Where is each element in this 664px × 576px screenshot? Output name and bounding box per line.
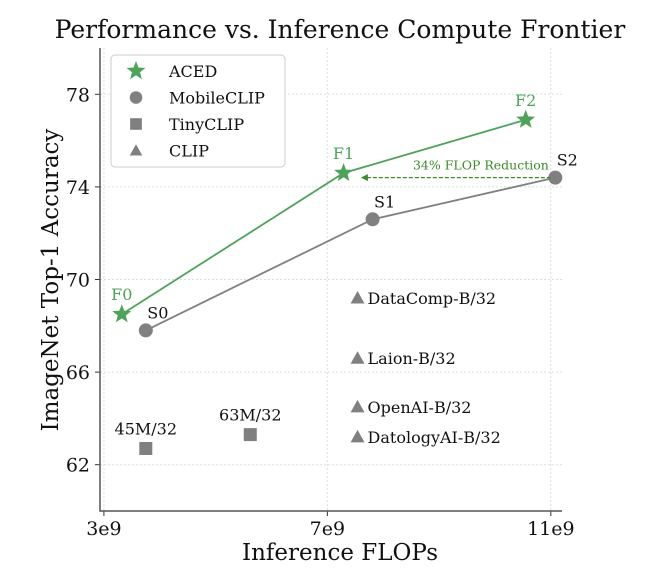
clip-point xyxy=(350,291,365,304)
y-tick-label: 70 xyxy=(66,270,90,292)
mobileclip-point xyxy=(138,323,153,338)
aced-point xyxy=(334,163,354,182)
chart-title: Performance vs. Inference Compute Fronti… xyxy=(55,15,626,44)
legend-label: CLIP xyxy=(169,142,209,161)
annotation-text: 34% FLOP Reduction xyxy=(413,158,549,173)
tinyclip-point xyxy=(243,428,257,442)
clip-point xyxy=(350,429,365,443)
mobileclip-point-label: S1 xyxy=(374,192,395,211)
tinyclip-point-label: 45M/32 xyxy=(115,419,178,438)
x-tick-label: 7e9 xyxy=(310,518,345,540)
legend-label: ACED xyxy=(168,62,217,81)
clip-point-label: DataComp-B/32 xyxy=(368,289,497,308)
aced-point-label: F1 xyxy=(333,144,354,163)
tinyclip-point-label: 63M/32 xyxy=(219,406,282,425)
arrowhead-icon xyxy=(360,174,368,182)
legend-box xyxy=(110,54,286,168)
legend-label: MobileCLIP xyxy=(169,89,265,108)
mobileclip-point-label: S2 xyxy=(557,151,578,170)
y-tick-label: 78 xyxy=(66,84,90,106)
clip-point xyxy=(350,351,365,364)
x-tick-label: 3e9 xyxy=(86,518,121,540)
aced-point xyxy=(112,304,132,323)
y-tick-label: 74 xyxy=(66,177,90,199)
aced-point xyxy=(516,109,536,128)
x-tick-label: 11e9 xyxy=(527,518,575,540)
y-tick-label: 62 xyxy=(66,455,90,477)
aced-legend-icon xyxy=(126,61,146,80)
tinyclip-legend-icon xyxy=(130,118,142,130)
mobileclip-point xyxy=(548,170,563,185)
clip-point-label: OpenAI-B/32 xyxy=(368,398,472,417)
x-axis-label: Inference FLOPs xyxy=(242,540,438,566)
mobileclip-legend-icon xyxy=(129,91,143,104)
aced-point-label: F0 xyxy=(111,285,132,304)
clip-point-label: DatologyAI-B/32 xyxy=(368,428,501,447)
legend-label: TinyCLIP xyxy=(169,115,244,134)
clip-legend-icon xyxy=(129,144,143,156)
aced-point-label: F2 xyxy=(515,91,536,110)
y-axis-label: ImageNet Top-1 Accuracy xyxy=(38,129,64,432)
mobileclip-point-label: S0 xyxy=(147,303,168,322)
clip-point-label: Laion-B/32 xyxy=(368,349,456,368)
clip-point xyxy=(350,399,365,413)
tinyclip-point xyxy=(139,441,153,455)
y-tick-label: 66 xyxy=(66,362,90,384)
axes-spine xyxy=(99,48,562,512)
mobileclip-point xyxy=(365,212,380,227)
